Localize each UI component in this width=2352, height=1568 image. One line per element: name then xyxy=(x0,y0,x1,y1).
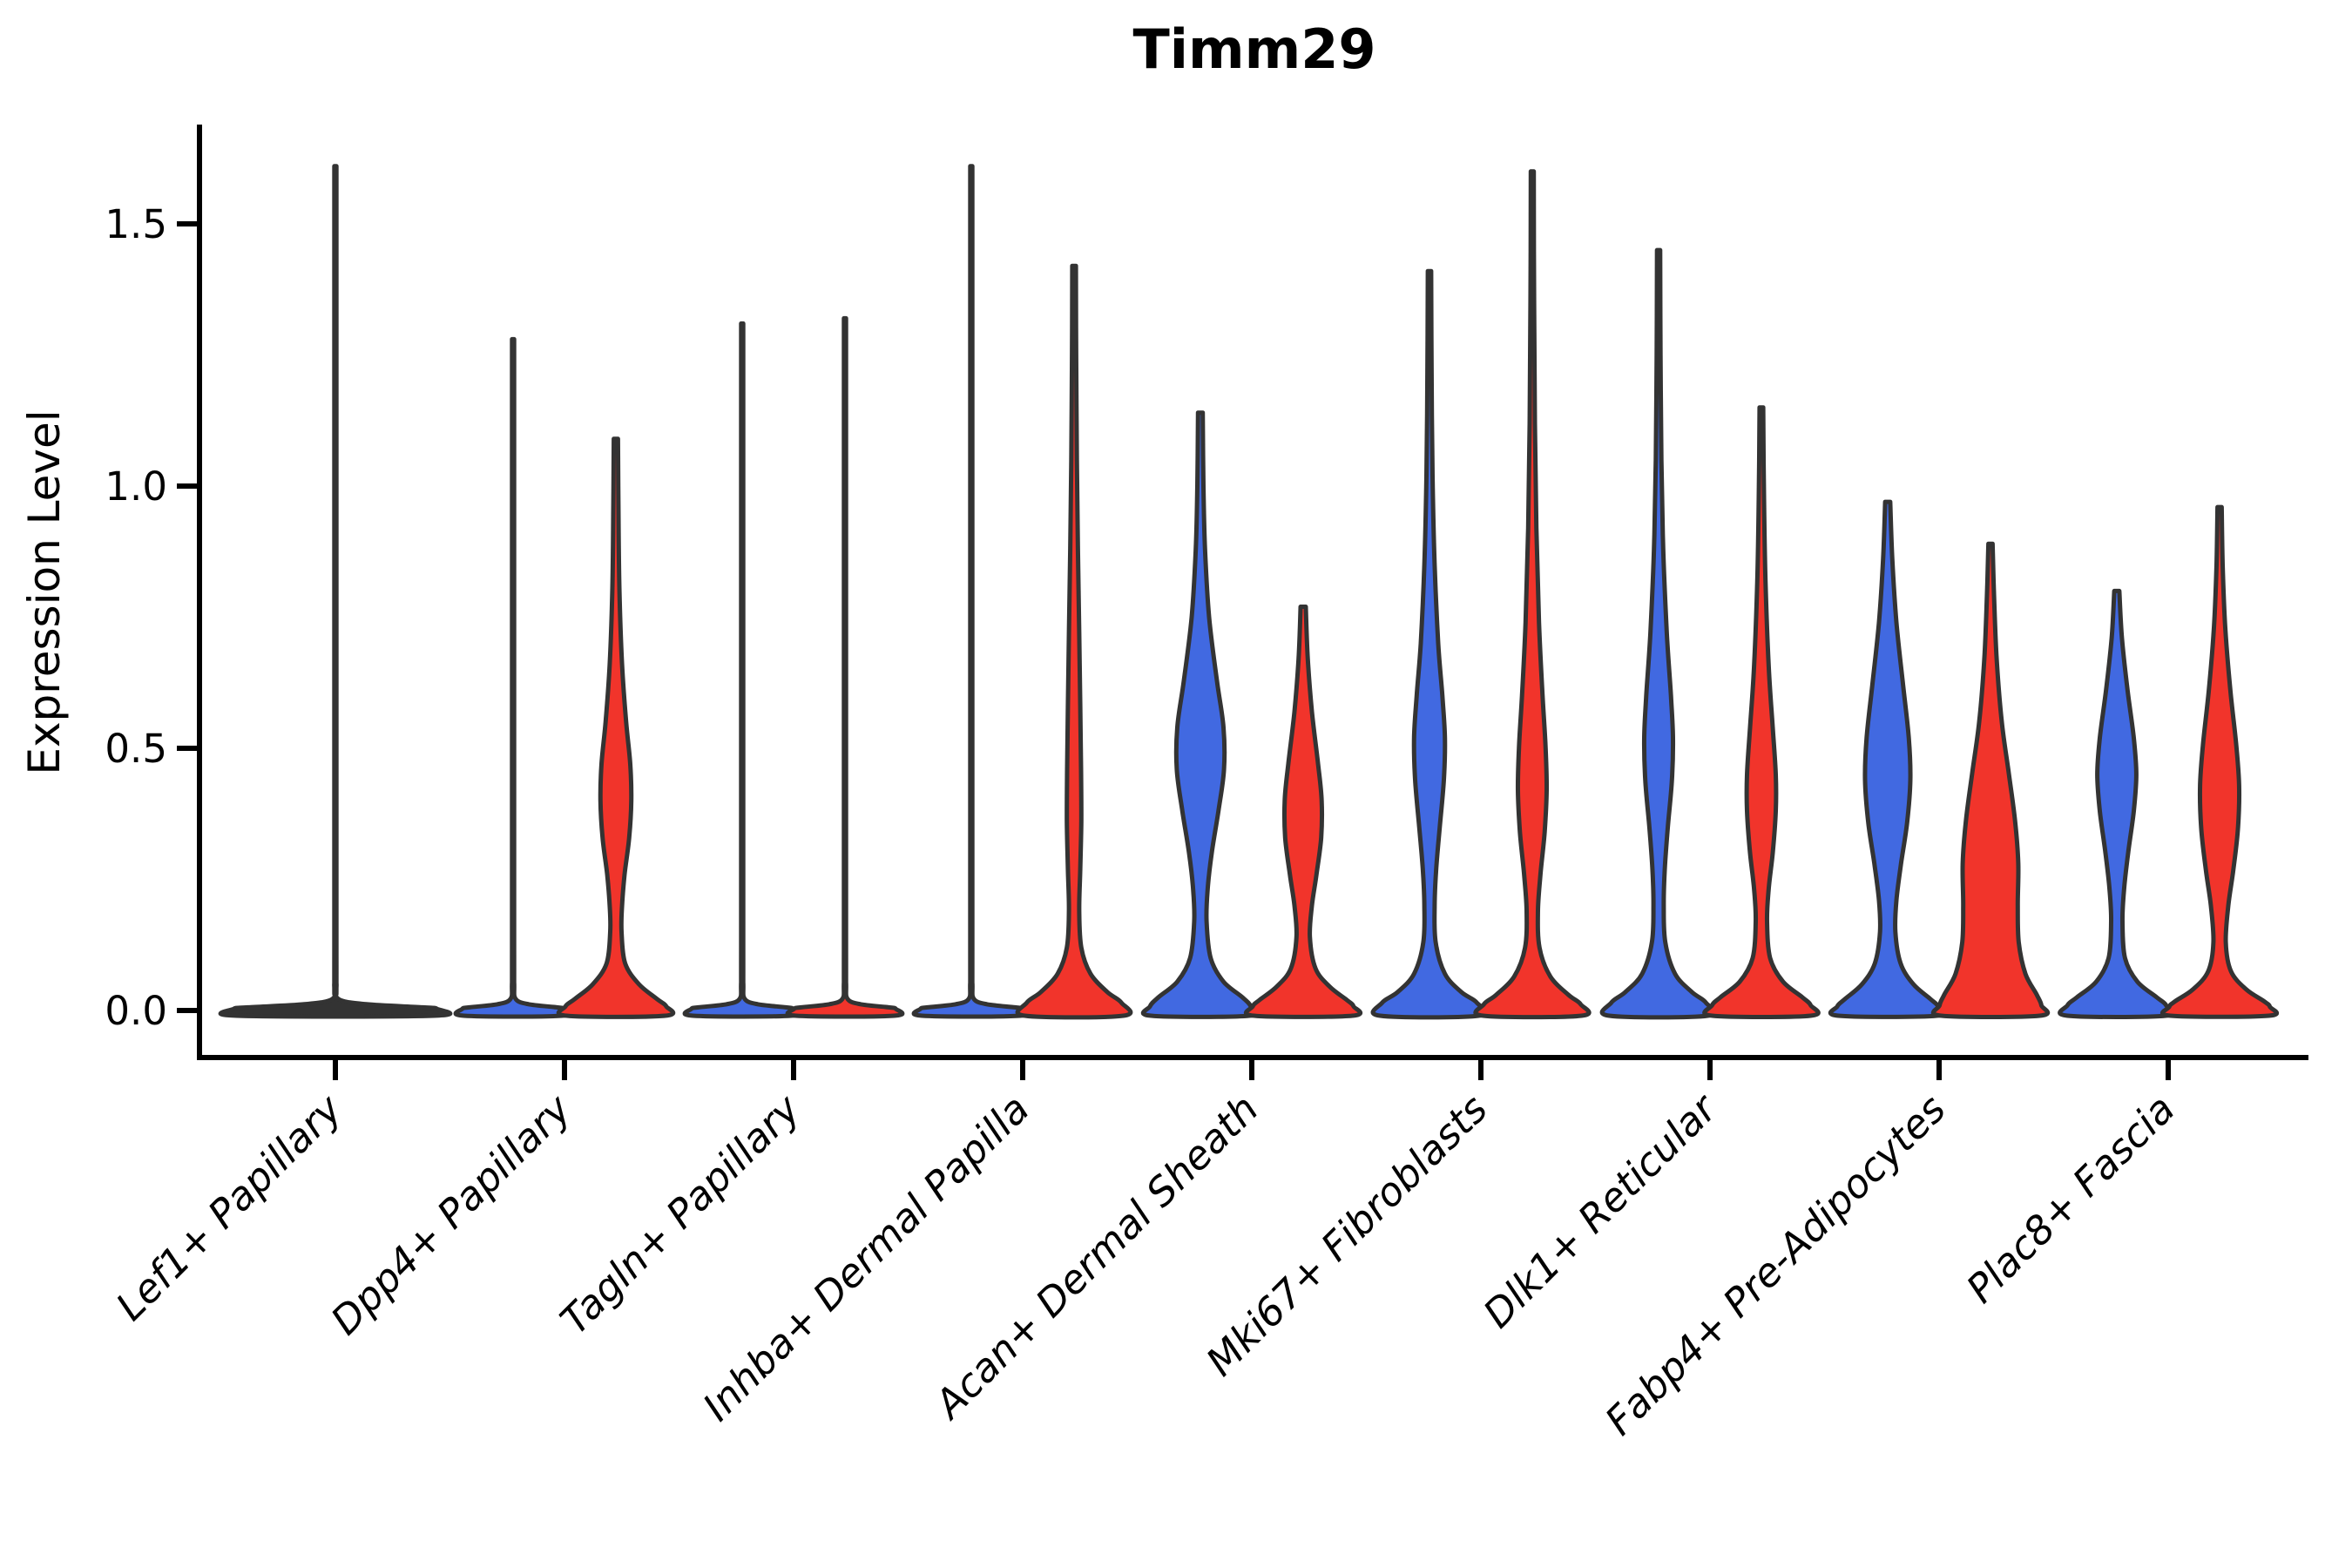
violin-cat4-right-red xyxy=(1243,605,1363,1019)
violin-cat8-left-blue xyxy=(2058,588,2176,1019)
plot-title: Timm29 xyxy=(1132,17,1375,81)
x-category-label-6: Dlk1+ Reticular xyxy=(1474,1085,1727,1337)
violin-cat4-left-blue xyxy=(1140,410,1260,1019)
violin-cat5-left-blue xyxy=(1370,268,1489,1020)
violin-cat3-left-blue xyxy=(911,164,1031,1019)
y-axis-ticks: 0.0 0.5 1.0 1.5 xyxy=(105,201,199,1034)
violin-cat7-right-red xyxy=(1930,541,2051,1019)
x-category-label-8: Plac8+ Fascia xyxy=(1957,1085,2184,1312)
y-tick-label-2: 1.0 xyxy=(105,463,167,510)
violin-cat2-left-blue xyxy=(682,321,802,1019)
violins-layer xyxy=(218,164,2280,1020)
violin-cat1-right-red xyxy=(556,436,676,1019)
x-category-label-2: Tagln+ Papillary xyxy=(551,1085,810,1343)
violin-cat6-left-blue xyxy=(1599,247,1718,1020)
violin-cat5-right-red xyxy=(1473,169,1592,1020)
x-category-label-0: Lef1+ Papillary xyxy=(107,1085,352,1329)
violin-cat1-left-blue xyxy=(453,336,573,1019)
violin-cat7-left-blue xyxy=(1828,499,1948,1019)
violin-cat2-right-red xyxy=(785,315,905,1019)
y-axis-label: Expression Level xyxy=(19,409,70,774)
y-tick-label-0: 0.0 xyxy=(105,988,167,1034)
violin-cat8-right-red xyxy=(2159,504,2280,1019)
violin-cat6-right-red xyxy=(1702,405,1821,1019)
y-tick-label-1: 0.5 xyxy=(105,726,167,772)
violin-cat0-full-dark xyxy=(218,164,453,1019)
violin-cat3-right-red xyxy=(1015,263,1133,1020)
y-tick-label-3: 1.5 xyxy=(105,201,167,247)
x-category-label-1: Dpp4+ Papillary xyxy=(322,1085,581,1343)
